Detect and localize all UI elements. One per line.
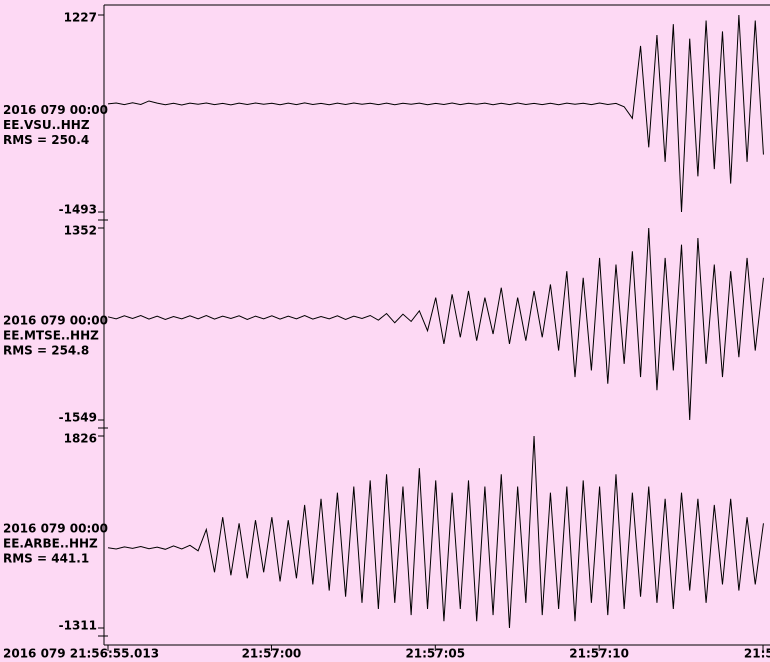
y-tick-label: 1826	[64, 432, 97, 446]
x-tick-label: 21:57:10	[569, 647, 629, 661]
trace-rms: RMS = 250.4	[3, 133, 89, 147]
y-tick-label: 1352	[64, 224, 97, 238]
waveform	[107, 435, 764, 629]
x-tick-label: 2016 079 21:56:55.013	[3, 647, 159, 661]
x-tick-label: 21:57	[744, 647, 770, 661]
waveform	[107, 227, 764, 421]
trace-name: EE.ARBE..HHZ	[3, 537, 98, 551]
waveform	[107, 14, 764, 213]
trace-name: EE.VSU..HHZ	[3, 118, 90, 132]
trace-rms: RMS = 441.1	[3, 552, 89, 566]
y-tick-label: 1227	[64, 11, 97, 25]
y-tick-label: -1311	[59, 619, 97, 633]
trace-name: EE.MTSE..HHZ	[3, 329, 99, 343]
trace-date: 2016 079 00:00	[3, 103, 108, 117]
trace-date: 2016 079 00:00	[3, 522, 108, 536]
y-tick-label: -1549	[59, 411, 97, 425]
x-tick-label: 21:57:05	[405, 647, 465, 661]
trace-date: 2016 079 00:00	[3, 314, 108, 328]
trace-rms: RMS = 254.8	[3, 344, 89, 358]
y-tick-label: -1493	[59, 203, 97, 217]
x-tick-label: 21:57:00	[242, 647, 302, 661]
